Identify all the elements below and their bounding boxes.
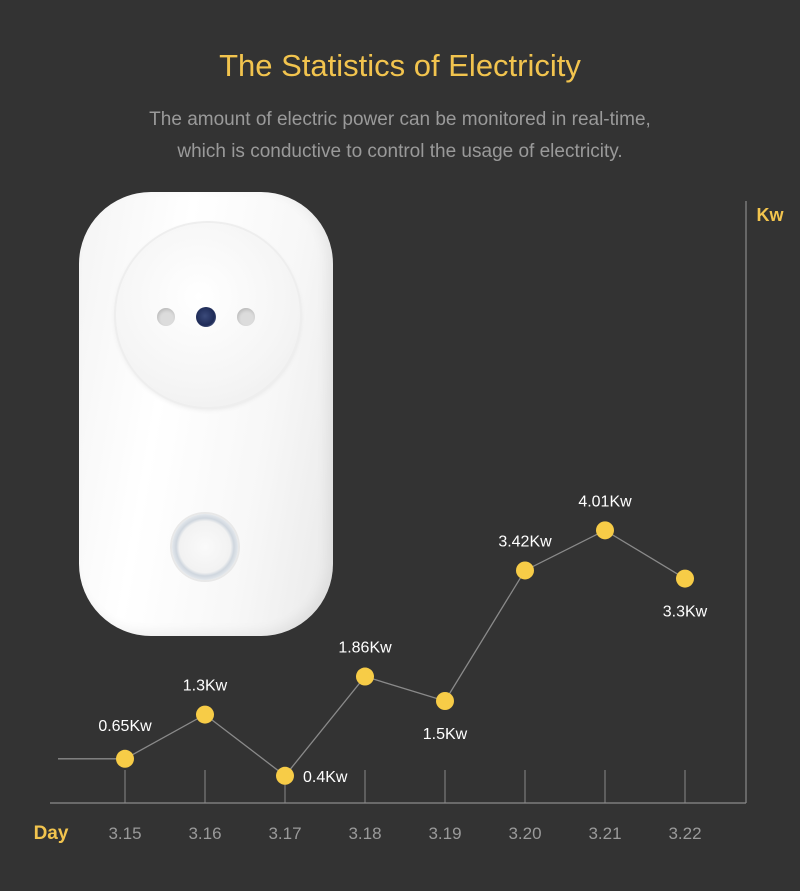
x-axis-title: Day [34,823,69,844]
data-label: 0.65Kw [98,718,152,735]
data-point [116,749,134,768]
socket-hole-right [237,308,255,326]
x-tick-label: 3.20 [508,824,541,843]
socket-face [116,223,300,407]
data-labels: 0.65Kw 1.3Kw 0.4Kw 1.86Kw 1.5Kw 3.42Kw 4.01Kw 3… [98,493,707,785]
page-subtitle: The amount of electric power can be moni… [0,104,800,168]
data-point [276,766,294,785]
data-label: 1.86Kw [338,640,392,657]
socket-hole-left [157,308,175,326]
x-tick-label: 3.22 [668,824,701,843]
data-point [516,561,534,580]
x-tick-label: 3.17 [268,824,301,843]
data-point [676,569,694,588]
data-label: 0.4Kw [303,769,348,786]
smart-plug-image [79,192,333,636]
x-tick-label: 3.15 [108,824,141,843]
data-point [196,705,214,724]
x-tick-label: 3.18 [348,824,381,843]
subtitle-line-1: The amount of electric power can be moni… [149,109,651,130]
x-tick-label: 3.21 [588,824,621,843]
data-point [356,667,374,686]
series-points [116,521,694,785]
data-label: 3.3Kw [663,604,708,621]
x-tick-label: 3.19 [428,824,461,843]
x-ticks: 3.15 3.16 3.17 3.18 3.19 3.20 3.21 3.22 [108,770,702,843]
data-point [596,521,614,540]
indicator-led [196,307,216,327]
power-button-icon [172,514,238,580]
subtitle-line-2: which is conductive to control the usage… [177,141,623,162]
chart-axes [50,201,747,804]
page-title: The Statistics of Electricity [219,48,581,83]
data-label: 4.01Kw [578,493,632,510]
data-point [436,692,454,710]
data-label: 1.3Kw [183,678,228,695]
y-axis-title: Kw [757,205,785,225]
data-label: 3.42Kw [498,533,552,550]
x-tick-label: 3.16 [188,824,221,843]
data-label: 1.5Kw [423,726,468,743]
